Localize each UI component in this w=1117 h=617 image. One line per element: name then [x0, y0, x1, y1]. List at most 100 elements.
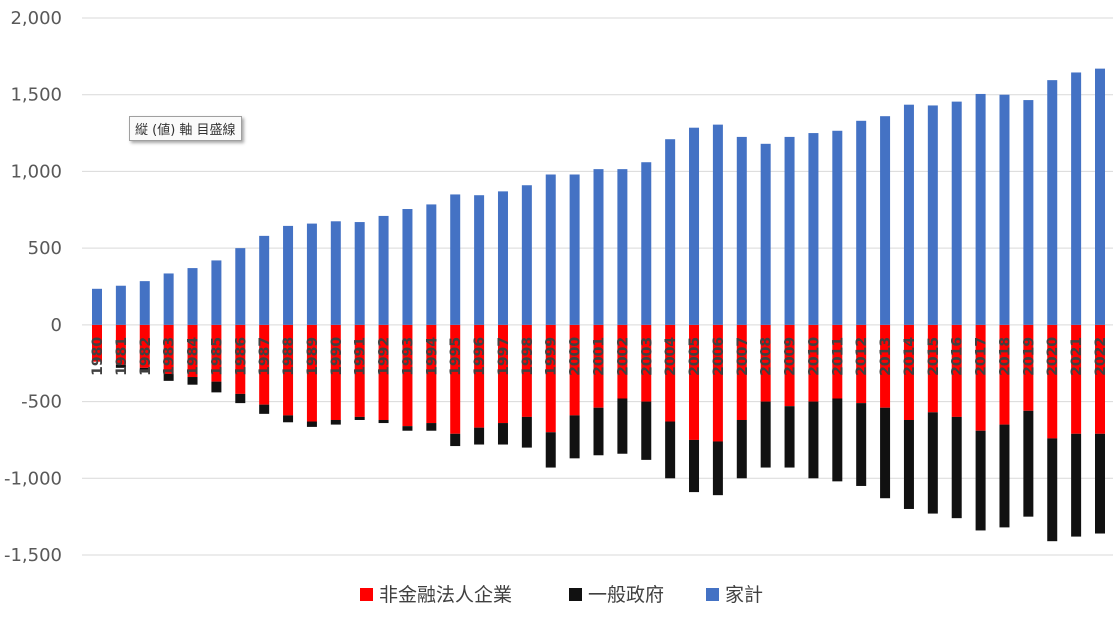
x-tick-label: 2022: [1093, 337, 1109, 376]
bar-nonfin: [665, 324, 676, 422]
x-tick-label: 2004: [663, 337, 679, 376]
bar-nonfin: [569, 324, 580, 416]
bar-household: [927, 105, 938, 325]
bar-household: [1095, 68, 1105, 325]
x-tick-label: 1981: [114, 337, 130, 376]
bar-gov: [139, 367, 150, 373]
bar-nonfin: [1095, 324, 1105, 434]
bar-household: [808, 133, 819, 325]
bar-household: [521, 185, 532, 325]
legend-item: 非金融法人企業: [360, 584, 512, 606]
bar-nonfin: [163, 324, 174, 374]
y-tick-label: 2,000: [10, 8, 62, 29]
bar-nonfin: [283, 324, 294, 416]
x-tick-label: 1983: [162, 337, 178, 376]
bar-nonfin: [235, 324, 246, 394]
x-tick-label: 1986: [233, 337, 249, 376]
bar-household: [211, 260, 222, 325]
bars: [92, 68, 1105, 542]
bar-gov: [450, 433, 461, 447]
legend-swatch: [706, 588, 719, 601]
bar-gov: [712, 441, 723, 496]
x-tick-label: 2007: [735, 337, 751, 376]
bar-gov: [1095, 433, 1105, 534]
y-tick-label: 500: [28, 238, 62, 259]
x-tick-label: 1995: [448, 337, 464, 376]
bar-nonfin: [378, 324, 389, 420]
bar-gov: [593, 407, 604, 456]
bar-gov: [497, 423, 508, 445]
bar-household: [880, 116, 891, 325]
bar-gov: [235, 393, 246, 404]
bar-household: [474, 195, 485, 325]
x-tick-label: 2006: [711, 337, 727, 376]
bar-household: [736, 136, 747, 325]
bar-household: [569, 174, 580, 325]
bar-household: [330, 221, 341, 325]
bar-nonfin: [1047, 324, 1058, 439]
bar-household: [617, 169, 628, 325]
bar-household: [187, 268, 198, 325]
x-tick-label: 2020: [1045, 337, 1061, 376]
bar-gov: [426, 423, 437, 431]
bar-household: [283, 225, 294, 325]
bar-gov: [784, 406, 795, 468]
x-tick-label: 1994: [424, 337, 440, 376]
x-tick-label: 2010: [806, 337, 822, 376]
bar-household: [1071, 72, 1082, 325]
bar-gov: [306, 421, 317, 427]
x-tick-label: 2013: [878, 337, 894, 376]
bar-gov: [569, 415, 580, 459]
legend-label: 家計: [725, 584, 763, 606]
bar-gov: [999, 424, 1010, 528]
bar-nonfin: [760, 324, 771, 402]
bar-household: [1047, 80, 1058, 325]
x-tick-label: 1985: [209, 337, 225, 376]
y-tick-label: -1,000: [4, 468, 62, 489]
bar-nonfin: [808, 324, 819, 402]
legend-label: 一般政府: [588, 584, 664, 606]
bar-gov: [832, 398, 843, 482]
bar-nonfin: [927, 324, 938, 413]
bar-gov: [1071, 433, 1082, 537]
x-tick-label: 2016: [950, 337, 966, 376]
legend-swatch: [569, 588, 582, 601]
bar-nonfin: [832, 324, 843, 399]
legend-swatch: [360, 588, 373, 601]
bar-household: [856, 120, 867, 325]
bar-nonfin: [426, 324, 437, 424]
bar-household: [92, 288, 102, 325]
bar-nonfin: [474, 324, 485, 428]
bar-nonfin: [139, 324, 150, 368]
bar-household: [115, 285, 126, 325]
x-tick-label: 1989: [305, 337, 321, 376]
legend-item: 家計: [706, 584, 763, 606]
bar-household: [593, 169, 604, 325]
bar-gov: [330, 419, 341, 425]
bar-gov: [211, 381, 222, 393]
x-tick-label: 1982: [138, 337, 154, 376]
y-axis: 2,000 1,500 1,000 500 0 -500 -1,000 -1,500: [4, 8, 62, 566]
bar-household: [139, 281, 150, 325]
x-tick-label: 2000: [568, 337, 584, 376]
bar-nonfin: [545, 324, 556, 433]
bar-gov: [283, 415, 294, 423]
bar-nonfin: [115, 324, 126, 365]
bar-household: [354, 222, 365, 325]
bar-nonfin: [330, 324, 341, 420]
bar-nonfin: [903, 324, 914, 420]
bar-gov: [903, 419, 914, 509]
bar-gov: [880, 407, 891, 499]
bar-gov: [163, 373, 174, 381]
bar-gov: [641, 401, 652, 460]
bar-nonfin: [999, 324, 1010, 425]
x-tick-label: 1988: [281, 337, 297, 376]
x-tick-label: 1980: [90, 337, 106, 376]
bar-nonfin: [784, 324, 795, 407]
legend-item: 一般政府: [569, 584, 664, 606]
x-tick-label: 1991: [353, 337, 369, 376]
x-tick-label: 2005: [687, 337, 703, 376]
bar-household: [306, 223, 317, 325]
legend: 非金融法人企業 一般政府 家計: [360, 584, 763, 606]
